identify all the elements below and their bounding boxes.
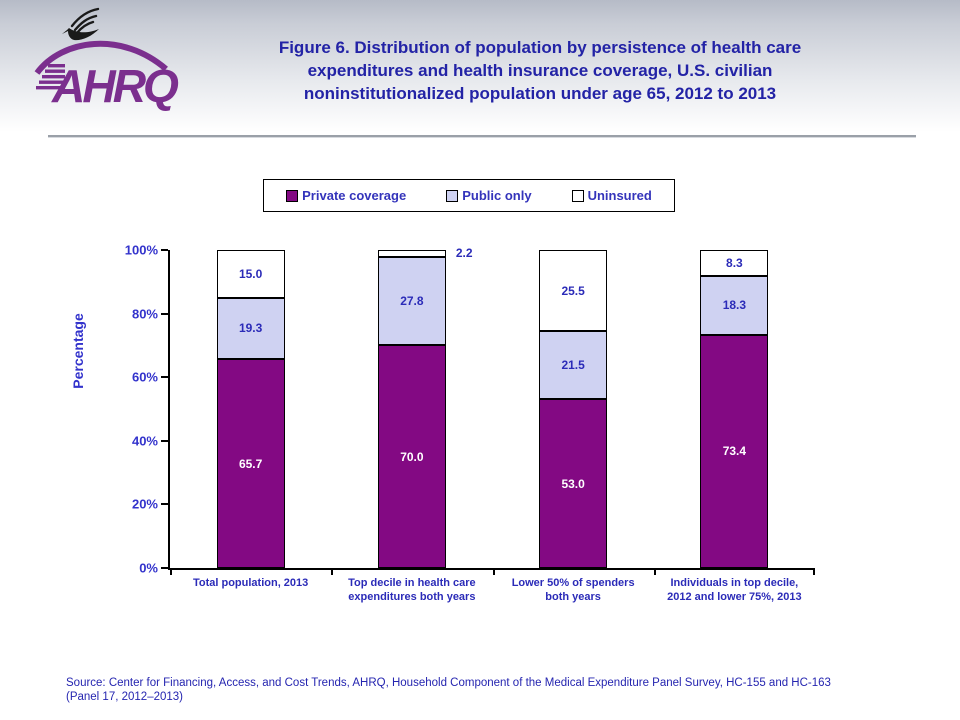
legend-swatch [286,189,299,202]
bar-segment [539,399,608,568]
bar-value-label: 18.3 [722,298,747,313]
x-category-label-line: both years [545,591,601,603]
y-tick-mark [161,439,168,442]
legend-label: Private coverage [302,188,407,203]
bar-segment [539,331,608,400]
x-category-label-line: Top decile in health care [348,577,476,589]
y-tick-mark [161,567,168,569]
y-axis-title: Percentage [70,313,86,389]
legend-label: Uninsured [587,188,652,203]
bar-value-label: 70.0 [400,449,424,464]
x-tick-mark [170,570,172,575]
x-category-label-line: Lower 50% of spenders [511,577,635,589]
x-category-label-line: Total population, 2013 [192,577,309,589]
bar-value-label: 19.3 [238,321,263,336]
bar-segment [377,345,446,568]
bar-value-label: 73.4 [722,444,747,459]
bar-value-label: 27.8 [400,294,424,309]
x-tick-mark [813,570,815,575]
source-line-2: (Panel 17, 2012–2013) [66,691,184,703]
hhs-eagle-body [62,28,99,41]
y-tick-mark [161,249,168,251]
x-tick-mark [653,570,656,575]
bar-segment [700,276,769,335]
y-tick-mark [161,503,168,506]
legend: Private coverage Public only Uninsured [263,179,675,212]
bar-segment [216,359,285,568]
bar-value-label: 25.5 [561,283,585,298]
x-category-label: Top decile in health care expenditures bo… [319,576,504,604]
bar-segment [216,250,285,298]
y-tick-label: 60% [131,369,158,385]
bar-segment [539,250,608,332]
x-category-label-line: Individuals in top decile, [670,577,799,589]
figure-title-line: expenditures and health insurance covera… [307,61,773,80]
figure-title-line: Figure 6. Distribution of population by … [278,38,802,57]
x-category-label-line: 2012 and lower 75%, 2013 [667,591,802,603]
x-category-label: Individuals in top decile, 2012 and lower… [642,576,827,604]
x-category-label: Lower 50% of spenders both years [481,576,666,604]
logo-stripes [36,64,65,90]
legend-item: Public only [446,188,532,203]
bar-value-label: 65.7 [238,456,263,471]
bar-value-label: 53.0 [561,476,585,491]
x-category-label-line: expenditures both years [348,591,476,603]
y-tick-label: 80% [131,306,158,322]
legend-swatch [571,189,584,202]
logo-arc [34,40,168,75]
ahrq-logo: AHRQ [34,7,182,112]
y-tick-label: 0% [139,560,158,576]
bar-segment [700,334,769,568]
y-tick-label: 20% [131,496,158,512]
y-tick-mark [161,312,168,315]
x-tick-mark [331,570,334,575]
logo-text: AHRQ [51,60,179,112]
legend-item: Private coverage [286,188,406,203]
y-tick-label: 40% [131,433,158,449]
plot-area: 0% 20% 40% 60% 80% 100% 65.7 19.3 15.0 Total popu… [125,243,815,603]
figure-title: Figure 6. Distribution of population by … [180,36,900,105]
bar-value-label: 21.5 [561,358,585,373]
bar-value-label: 15.0 [238,266,263,281]
divider [48,135,916,138]
y-tick-label: 100% [124,242,158,258]
y-tick-mark [161,376,168,379]
bar-segment [377,256,446,346]
hhs-eagle-icon [70,7,100,35]
figure-title-line: noninstitutionalized population under ag… [303,84,777,103]
legend-label: Public only [462,188,532,203]
source-line-1: Source: Center for Financing, Access, an… [66,677,831,689]
legend-item: Uninsured [571,188,652,203]
bar-value-label: 8.3 [726,256,743,271]
x-category-label: Total population, 2013 [158,576,343,590]
x-tick-mark [492,570,495,575]
bar-segment [216,297,285,360]
bar-segment [700,250,769,277]
legend-swatch [446,189,459,202]
bar-value-label: 2.2 [455,246,473,261]
source-note: Source: Center for Financing, Access, an… [66,676,930,704]
bar-segment [377,250,446,257]
